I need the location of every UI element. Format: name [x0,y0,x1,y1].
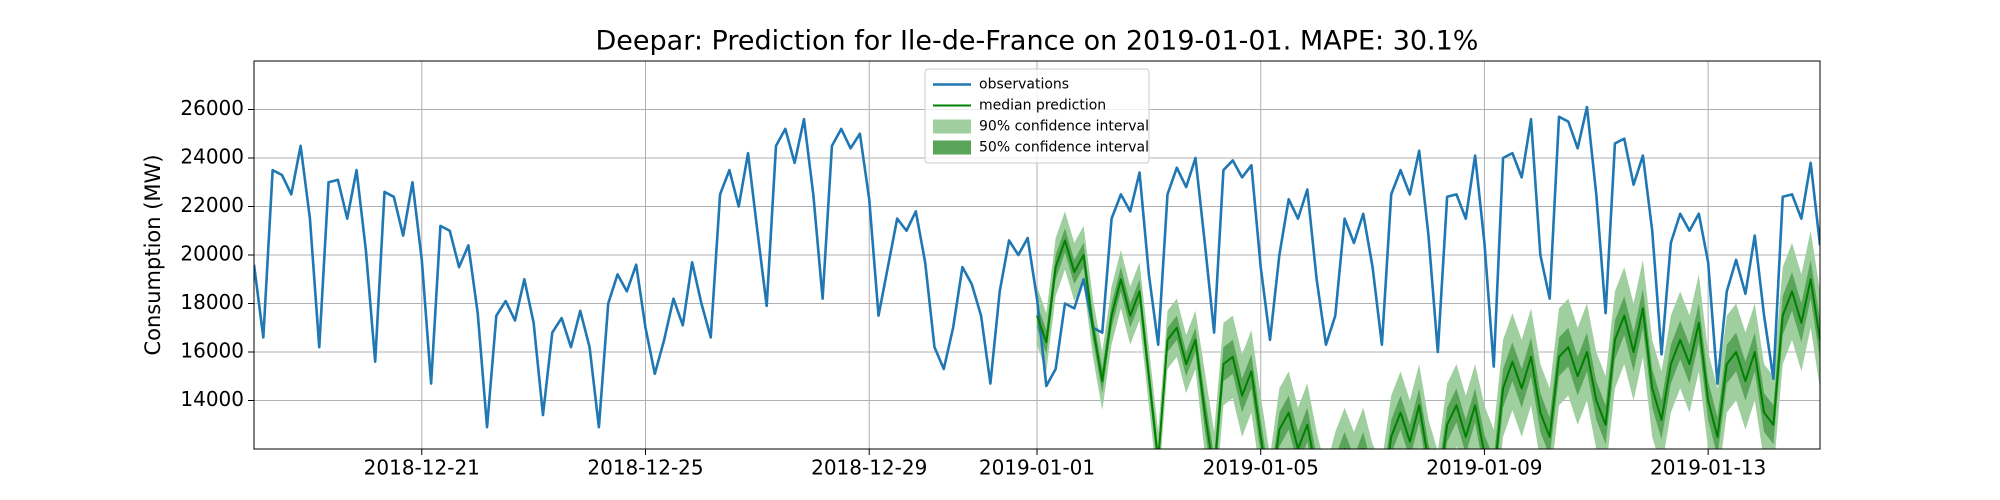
legend: observations median prediction 90% confide… [924,68,1150,164]
legend-label: 50% confidence interval [979,140,1149,156]
x-tick-label: 2019-01-09 [1426,456,1542,480]
y-tick-label: 26000 [180,96,244,120]
confidence-band [1037,211,1820,449]
y-axis-label: Consumption (MW) [141,154,165,355]
legend-label: median prediction [979,98,1106,114]
legend-swatch [933,140,971,155]
legend-frame [924,68,1150,164]
legend-label: 90% confidence interval [979,119,1149,135]
y-tick-label: 24000 [180,145,244,169]
x-tick-label: 2018-12-29 [811,456,927,480]
x-tick-label: 2019-01-05 [1203,456,1319,480]
series-line [254,105,1820,429]
y-tick-label: 14000 [180,387,244,411]
y-tick-label: 18000 [180,290,244,314]
axes: 14000 16000 18000 20000 22000 24000 26000 2018-… [180,96,1766,480]
y-tick-label: 20000 [180,242,244,266]
legend-label: observations [979,77,1069,93]
series-line [1036,239,1820,449]
y-tick-label: 16000 [180,339,244,363]
legend-swatch [933,119,971,134]
plot-area [254,105,1820,449]
y-tick-label: 22000 [180,193,244,217]
chart-title: Deepar: Prediction for Ile-de-France on … [596,26,1479,57]
x-tick-label: 2018-12-25 [587,456,703,480]
x-tick-label: 2019-01-01 [979,456,1095,480]
confidence-band [1037,228,1820,449]
x-tick-label: 2019-01-13 [1650,456,1766,480]
x-tick-label: 2018-12-21 [364,456,480,480]
